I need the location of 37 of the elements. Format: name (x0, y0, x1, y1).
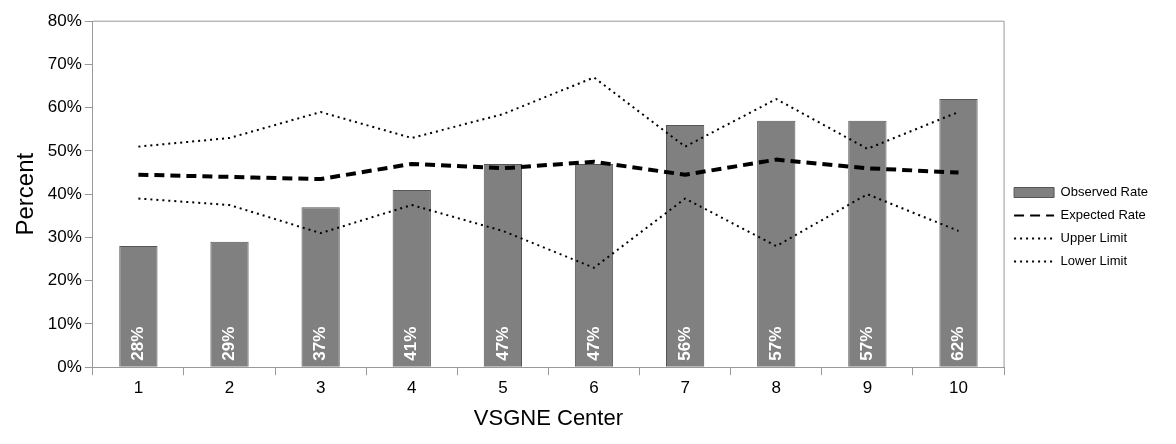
y-tick-label: 0% (57, 356, 82, 376)
data-label: 41% (401, 326, 421, 361)
legend-label: Upper Limit (1060, 230, 1128, 246)
legend-label: Observed Rate (1060, 184, 1148, 200)
y-tick-label: 60% (47, 97, 82, 117)
y-tick-label: 20% (47, 270, 82, 290)
legend-label: Lower Limit (1060, 253, 1128, 269)
y-tick-label: 70% (47, 54, 82, 74)
x-tick-label: 1 (133, 378, 144, 398)
data-label: 28% (128, 326, 148, 361)
y-axis-title: Percent (11, 152, 39, 236)
data-label: 62% (948, 326, 968, 361)
x-axis-title: VSGNE Center (473, 404, 624, 430)
x-tick-label: 9 (862, 378, 873, 398)
y-tick-label: 10% (47, 313, 82, 333)
x-tick-label: 4 (407, 378, 417, 398)
x-tick-label: 6 (589, 378, 599, 398)
line-series (137, 193, 960, 269)
x-tick-label: 5 (498, 378, 508, 398)
data-label: 29% (219, 326, 239, 361)
data-label: 37% (310, 326, 330, 361)
data-label: 57% (765, 326, 785, 361)
x-tick-label: 2 (224, 378, 235, 398)
y-tick-label: 80% (47, 10, 82, 30)
legend-label: Expected Rate (1060, 207, 1146, 223)
x-tick-label: 3 (315, 378, 326, 398)
x-tick-label: 10 (949, 378, 968, 398)
data-label: 47% (492, 326, 512, 361)
data-label: 57% (857, 326, 877, 361)
line-series (136, 157, 961, 182)
y-tick-label: 40% (47, 183, 82, 203)
y-tick-label: 50% (47, 140, 82, 160)
x-tick-label: 8 (771, 378, 781, 398)
data-label: 56% (674, 326, 694, 361)
data-label: 47% (583, 326, 603, 361)
x-tick-label: 7 (680, 378, 690, 398)
y-tick-label: 30% (47, 227, 82, 247)
